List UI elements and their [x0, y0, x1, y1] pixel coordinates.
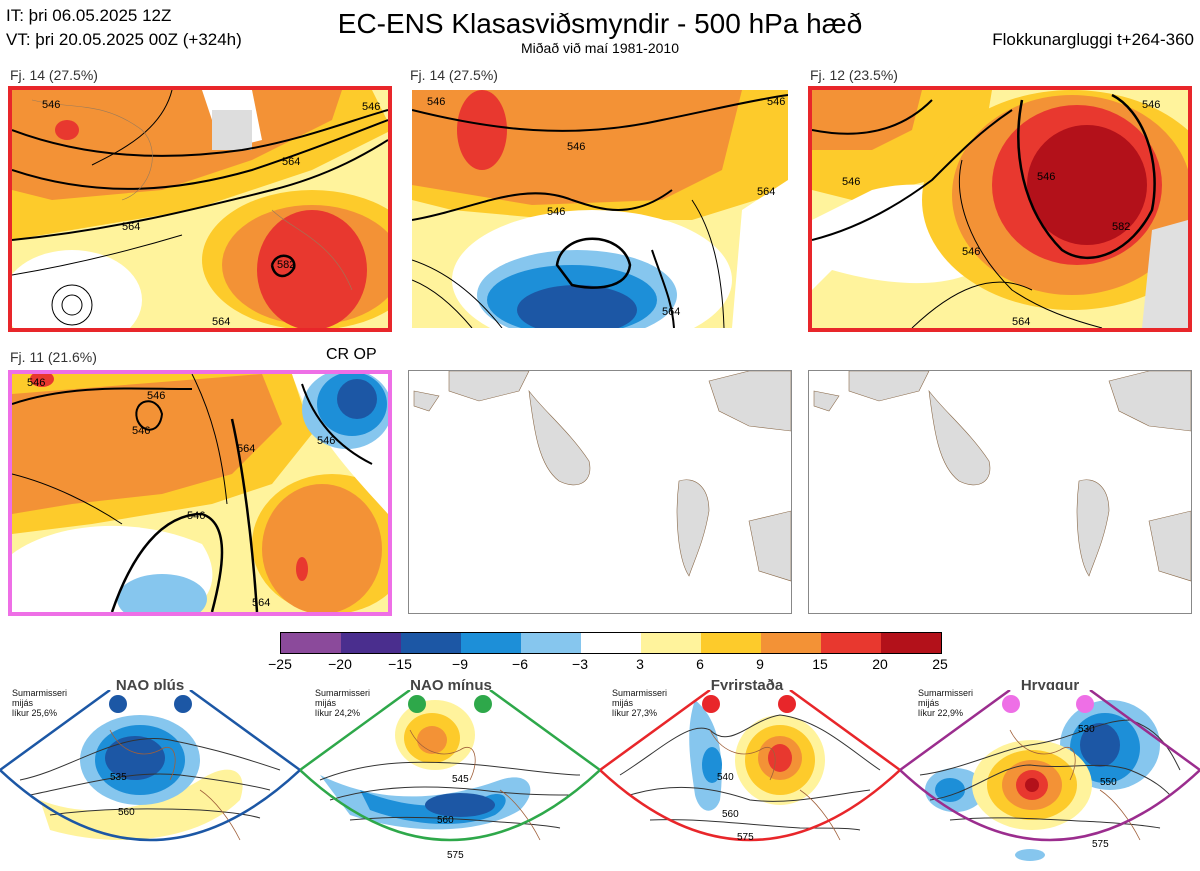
p4-contour-1: 546 [147, 390, 165, 402]
regime-3-contour-0: 540 [717, 772, 734, 783]
p4-contour-5: 564 [252, 597, 270, 609]
panel-2-label: Fj. 14 (27.5%) [410, 67, 498, 83]
p4-contour-4: 546 [187, 510, 205, 522]
regime-1-contour-1: 560 [118, 807, 135, 818]
regime-4-info: Sumarmisseri mijás líkur 22,9% [918, 688, 974, 718]
regime-1-contour-0: 535 [110, 772, 127, 783]
p3-contour-3: 582 [1112, 221, 1130, 233]
classification-window: Flokkunargluggi t+264-360 [992, 30, 1194, 49]
page-title: EC-ENS Klasasviðsmyndir - 500 hPa hæð [337, 8, 863, 39]
empty-map-6 [808, 370, 1192, 614]
empty-map-5-drawing [409, 371, 791, 613]
regime-4-outline [900, 690, 1200, 842]
colorbar-tick: 3 [636, 656, 644, 672]
p4-contour-2: 546 [132, 425, 150, 437]
colorbar-tick: 9 [756, 656, 764, 672]
colorbar-tick: −15 [388, 656, 412, 672]
page-subtitle: Miðað við maí 1981-2010 [521, 40, 679, 56]
colorbar-swatch [761, 633, 821, 653]
colorbar-tick: −25 [268, 656, 292, 672]
colorbar-swatch [581, 633, 641, 653]
colorbar-swatch [821, 633, 881, 653]
panel-1-label: Fj. 14 (27.5%) [10, 67, 98, 83]
regime-3-name: Fyrirstaða [710, 677, 784, 694]
cluster-map-1[interactable]: 546 564 582 564 564 546 [8, 86, 392, 332]
regime-2-name: NAO mínus [410, 677, 492, 694]
cluster-map-2[interactable]: 546 546 564 546 564 546 [408, 86, 792, 332]
colorbar [280, 632, 942, 654]
regime-4-map[interactable]: 530 550 575 [900, 690, 1200, 871]
colorbar-swatch [461, 633, 521, 653]
regime-2-contour-1: 560 [437, 815, 454, 826]
p3-contour-2: 546 [1037, 171, 1055, 183]
p4-contour-3: 564 [237, 443, 255, 455]
panel-4-label: Fj. 11 (21.6%) [10, 349, 97, 365]
colorbar-tick: 25 [932, 656, 948, 672]
p4-contour-6: 546 [317, 435, 335, 447]
p1-contour-1: 564 [282, 156, 300, 168]
regime-3-info: Sumarmisseri mijás líkur 27,3% [612, 688, 668, 718]
cluster-map-3[interactable]: 546 546 546 582 564 546 [808, 86, 1192, 332]
regime-4-name: Hryggur [1020, 677, 1080, 694]
colorbar-tick: −20 [328, 656, 352, 672]
p2-contour-2: 564 [757, 186, 775, 198]
regime-1-outline [0, 690, 300, 842]
regime-4-contour-1: 550 [1100, 777, 1117, 788]
colorbar-swatch [701, 633, 761, 653]
regime-3-map[interactable]: 540 560 575 [600, 690, 900, 871]
p1-contour-2: 582 [277, 259, 295, 271]
regime-2-contour-0: 545 [452, 774, 469, 785]
p1-contour-0: 546 [42, 99, 60, 111]
colorbar-swatch [641, 633, 701, 653]
empty-map-5 [408, 370, 792, 614]
p1-contour-3: 564 [122, 221, 140, 233]
regime-4-contour-2: 575 [1092, 839, 1109, 850]
colorbar-swatch [281, 633, 341, 653]
regime-3-contour-1: 560 [722, 809, 739, 820]
colorbar-tick: 15 [812, 656, 828, 672]
valid-time: VT: þri 20.05.2025 00Z (+324h) [6, 30, 242, 49]
colorbar-swatch [881, 633, 941, 653]
cluster-map-4[interactable]: 546 546 546 564 546 564 546 [8, 370, 392, 616]
regime-2-info: Sumarmisseri mijás líkur 24,2% [315, 688, 371, 718]
regime-4-contour-0: 530 [1078, 724, 1095, 735]
p2-contour-4: 564 [662, 306, 680, 318]
empty-map-6-drawing [809, 371, 1191, 613]
regime-1-name: NAO plús [115, 677, 185, 694]
regime-1-info: Sumarmisseri mijás líkur 25,6% [12, 688, 68, 718]
regime-2-contour-2: 575 [447, 850, 464, 861]
colorbar-swatch [521, 633, 581, 653]
init-time: IT: þri 06.05.2025 12Z [6, 6, 172, 25]
colorbar-tick: −9 [452, 656, 468, 672]
regime-1-map[interactable]: 535 560 [0, 690, 300, 871]
p2-contour-3: 546 [547, 206, 565, 218]
regime-3-outline [600, 690, 900, 842]
regime-3-contour-2: 575 [737, 832, 754, 843]
p2-contour-0: 546 [427, 96, 445, 108]
colorbar-tick: 20 [872, 656, 888, 672]
p3-contour-4: 564 [1012, 316, 1030, 328]
p1-contour-5: 546 [362, 101, 380, 113]
p4-contour-0: 546 [27, 377, 45, 389]
regime-2-map[interactable]: 545 560 575 [300, 690, 600, 871]
colorbar-swatch [341, 633, 401, 653]
p3-contour-1: 546 [962, 246, 980, 258]
colorbar-tick: 6 [696, 656, 704, 672]
p2-contour-5: 546 [767, 96, 785, 108]
p1-contour-4: 564 [212, 316, 230, 328]
control-op-tag: CR OP [326, 346, 377, 363]
colorbar-tick: −6 [512, 656, 528, 672]
p3-contour-5: 546 [1142, 99, 1160, 111]
colorbar-swatch [401, 633, 461, 653]
panel-3-label: Fj. 12 (23.5%) [810, 67, 898, 83]
regime-2-outline [300, 690, 600, 842]
p2-contour-1: 546 [567, 141, 585, 153]
colorbar-tick: −3 [572, 656, 588, 672]
p3-contour-0: 546 [842, 176, 860, 188]
